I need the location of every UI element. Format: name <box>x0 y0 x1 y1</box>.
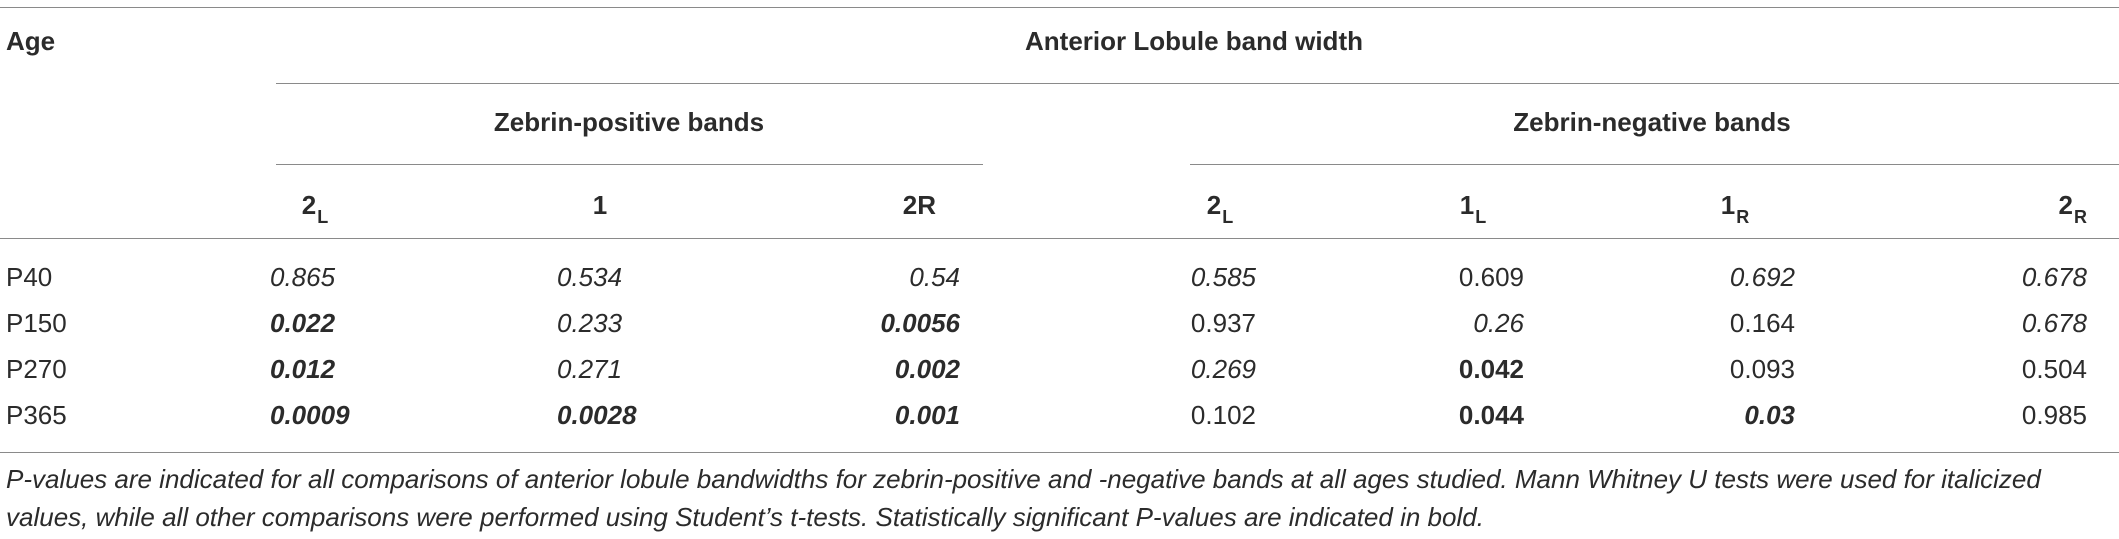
column-header: 2R <box>902 190 936 220</box>
main-header: Anterior Lobule band width <box>1025 26 1363 56</box>
zebrin-negative-header: Zebrin-negative bands <box>1513 107 1791 137</box>
column-header: 2L <box>1206 190 1234 227</box>
p-value-cell: 0.164 <box>1729 308 1795 338</box>
row-age-label: P40 <box>6 262 53 292</box>
p-value-cell: 0.001 <box>894 400 960 430</box>
p-value-cell: 0.093 <box>1729 354 1795 384</box>
table-top-rule <box>0 7 2119 8</box>
p-value-cell: 0.271 <box>557 354 623 384</box>
table-bottom-rule <box>0 452 2119 453</box>
p-value-cell: 0.985 <box>2021 400 2087 430</box>
p-value-cell: 0.678 <box>2021 262 2087 292</box>
p-value-cell: 0.937 <box>1190 308 1256 338</box>
age-header: Age <box>6 26 56 56</box>
positive-group-underline <box>276 164 983 165</box>
p-value-cell: 0.504 <box>2021 354 2087 384</box>
main-header-underline <box>276 83 2119 84</box>
p-value-cell: 0.0028 <box>557 400 637 430</box>
row-age-label: P270 <box>6 354 67 384</box>
column-header: 1R <box>1720 190 1750 227</box>
p-value-cell: 0.042 <box>1458 354 1524 384</box>
p-value-cell: 0.609 <box>1458 262 1524 292</box>
p-value-cell: 0.002 <box>894 354 960 384</box>
zebrin-positive-header: Zebrin-positive bands <box>493 107 765 137</box>
p-value-cell: 0.678 <box>2021 308 2087 338</box>
row-age-label: P365 <box>6 400 67 430</box>
p-value-cell: 0.534 <box>557 262 623 292</box>
row-age-label: P150 <box>6 308 67 338</box>
p-value-cell: 0.54 <box>909 262 960 292</box>
table-footnote: P-values are indicated for all compariso… <box>6 464 2041 532</box>
p-value-cell: 0.102 <box>1190 400 1256 430</box>
column-header: 2L <box>301 190 329 227</box>
p-value-cell: 0.26 <box>1473 308 1524 338</box>
p-value-cell: 0.865 <box>270 262 336 292</box>
p-value-cell: 0.0009 <box>270 400 350 430</box>
p-value-cell: 0.269 <box>1190 354 1256 384</box>
p-value-cell: 0.692 <box>1729 262 1795 292</box>
p-value-cell: 0.022 <box>270 308 336 338</box>
p-value-cell: 0.585 <box>1190 262 1256 292</box>
p-value-cell: 0.044 <box>1458 400 1524 430</box>
column-header: 1L <box>1459 190 1487 227</box>
header-bottom-rule <box>0 238 2119 239</box>
p-value-cell: 0.03 <box>1744 400 1795 430</box>
negative-group-underline <box>1190 164 2119 165</box>
column-header: 1 <box>592 190 608 220</box>
p-value-cell: 0.012 <box>270 354 336 384</box>
column-header: 2R <box>2058 190 2087 227</box>
p-value-cell: 0.233 <box>557 308 623 338</box>
p-value-cell: 0.0056 <box>880 308 960 338</box>
